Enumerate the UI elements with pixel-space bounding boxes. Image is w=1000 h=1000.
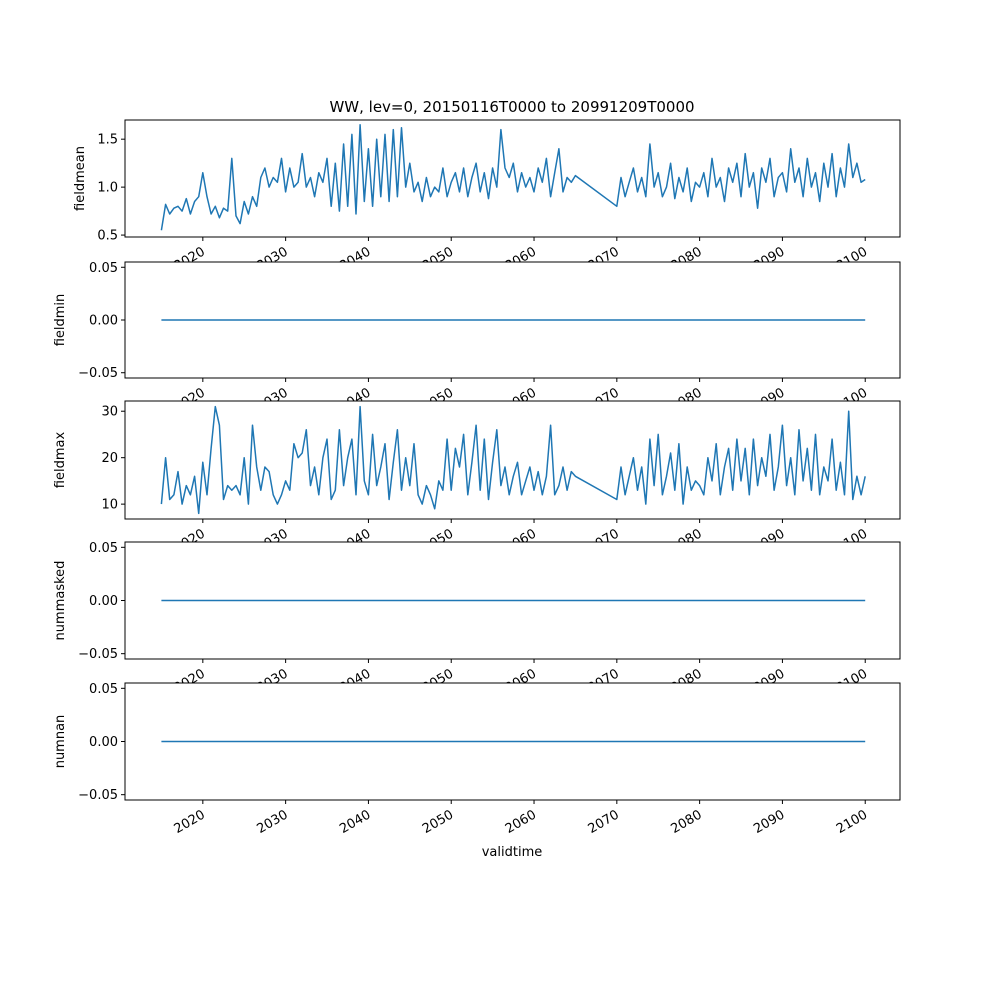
y-axis-label: fieldmax [53,432,68,489]
series-line-fieldmax [160,405,866,515]
y-tick-label: −0.05 [78,647,118,662]
y-tick-label: 0.05 [89,541,118,556]
y-axis-label: fieldmin [53,294,68,347]
y-tick-label: 0.05 [89,682,118,697]
y-tick-label: 30 [101,405,118,420]
y-axis-label: nummasked [53,561,68,641]
y-tick-label: 0.00 [89,735,118,750]
y-tick-label: −0.05 [78,366,118,381]
y-tick-label: 1.0 [97,181,118,196]
y-tick-label: 20 [101,451,118,466]
x-axis-label: validtime [482,845,543,860]
y-tick-label: 0.00 [89,314,118,329]
y-tick-label: −0.05 [78,788,118,803]
axes-background [125,401,900,519]
chart-title: WW, lev=0, 20150116T0000 to 20991209T000… [329,98,694,116]
y-tick-label: 0.5 [97,229,118,244]
series-line-fieldmean [160,124,866,231]
y-axis-label: numnan [53,715,68,769]
y-tick-label: 10 [101,498,118,513]
y-tick-label: 0.00 [89,594,118,609]
y-axis-label: fieldmean [73,146,88,211]
axes-background [125,120,900,237]
y-tick-label: 1.5 [97,133,118,148]
axes-frame [124,119,901,238]
axes-frame [124,400,901,520]
y-tick-label: 0.05 [89,261,118,276]
